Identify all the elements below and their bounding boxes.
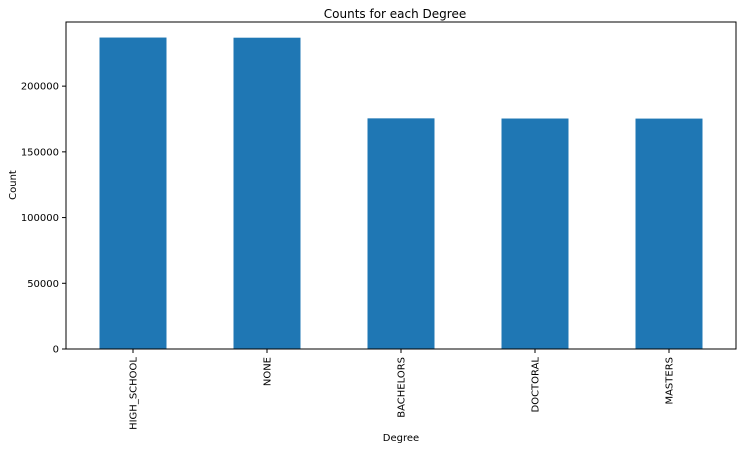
chart-title: Counts for each Degree <box>324 7 466 21</box>
y-tick-label: 200000 <box>21 82 59 93</box>
y-axis: 0 50000 100000 150000 200000 <box>21 82 66 356</box>
bar-none <box>233 37 301 349</box>
y-tick-label: 50000 <box>27 279 59 290</box>
x-tick-label: NONE <box>263 357 274 386</box>
x-axis: HIGH_SCHOOL NONE BACHELORS DOCTORAL MASTERS <box>129 349 676 430</box>
x-tick-label: DOCTORAL <box>531 357 542 413</box>
bar-doctoral <box>501 118 569 350</box>
y-axis-label: Count <box>8 170 19 200</box>
x-tick-label: BACHELORS <box>397 357 408 418</box>
bars <box>99 37 703 350</box>
bar-high-school <box>99 37 167 349</box>
y-tick-label: 0 <box>53 345 59 356</box>
x-tick-label: HIGH_SCHOOL <box>129 357 140 430</box>
x-tick-label: MASTERS <box>665 357 676 405</box>
bar-masters <box>635 118 703 349</box>
y-tick-label: 150000 <box>21 147 59 158</box>
x-axis-label: Degree <box>383 433 419 444</box>
bar-bachelors <box>367 118 435 349</box>
y-tick-label: 100000 <box>21 213 59 224</box>
